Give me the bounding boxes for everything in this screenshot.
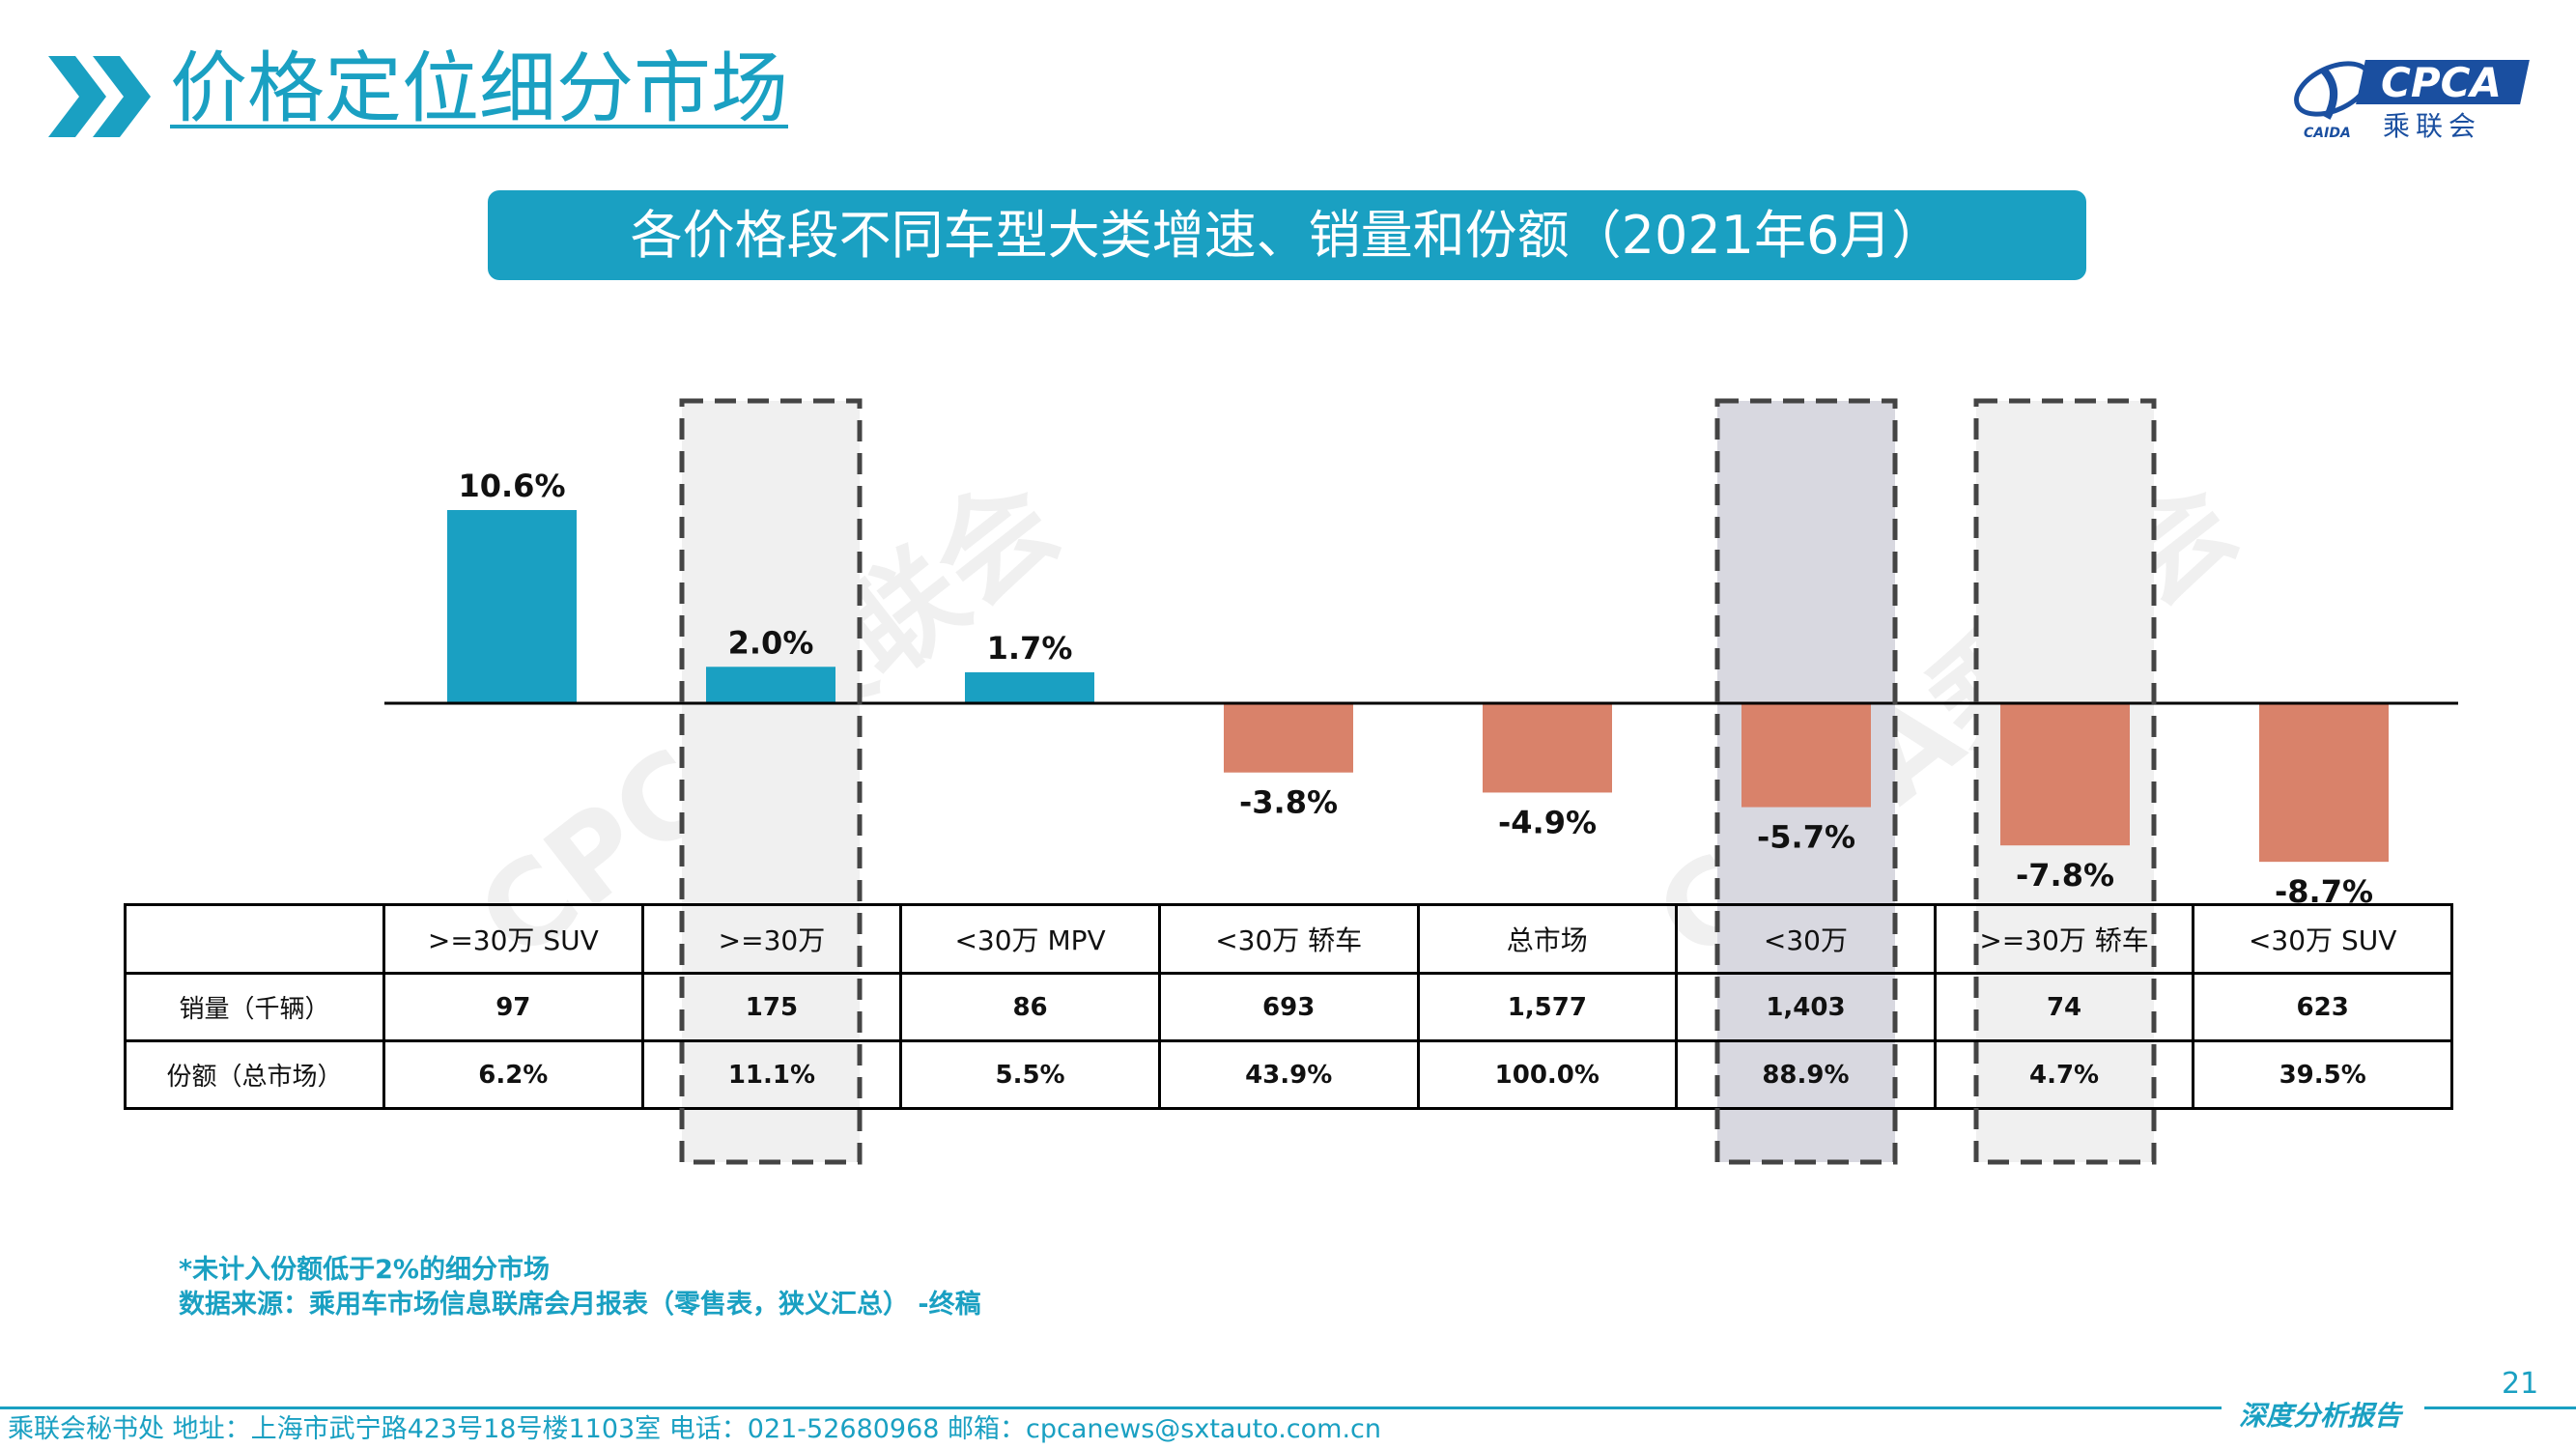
page-title: 价格定位细分市场 — [170, 43, 788, 133]
data-label: -4.9% — [1498, 804, 1597, 840]
tick-label: >=30万 — [640, 903, 903, 975]
cpca-logo: CAIDA CPCA 乘联会 — [2294, 59, 2530, 142]
sales-cell: 693 — [1157, 972, 1420, 1042]
data-label: -3.8% — [1239, 784, 1338, 821]
tick-label: 总市场 — [1416, 903, 1679, 975]
sales-share-table: >=30万 SUV >=30万 <30万 MPV <30万 轿车 总市场 <30万 >=30… — [124, 903, 2453, 1110]
svg-text:CAIDA: CAIDA — [2304, 126, 2351, 141]
bar — [1224, 703, 1353, 773]
table-corner-cell — [124, 903, 385, 975]
tick-label: <30万 轿车 — [1157, 903, 1420, 975]
footer-divider — [2424, 1406, 2576, 1409]
sales-cell: 74 — [1933, 972, 2195, 1042]
bar — [965, 671, 1094, 703]
svg-text:CPCA: CPCA — [2381, 59, 2502, 106]
row-label-sales: 销量（千辆） — [124, 972, 385, 1042]
share-cell: 43.9% — [1157, 1039, 1420, 1110]
header-chevron-icon — [48, 56, 151, 137]
report-tag: 深度分析报告 — [2239, 1400, 2402, 1432]
tick-label: <30万 — [1675, 903, 1937, 975]
table-row-sales: 销量（千辆） 97 175 86 693 1,577 1,403 74 623 — [124, 972, 2453, 1042]
share-cell: 5.5% — [899, 1039, 1161, 1110]
share-cell: 11.1% — [640, 1039, 903, 1110]
footer-contact: 乘联会秘书处 地址：上海市武宁路423号18号楼1103室 电话：021-526… — [8, 1414, 1382, 1444]
chart-title-banner: 各价格段不同车型大类增速、销量和份额（2021年6月） — [488, 190, 2086, 280]
share-cell: 6.2% — [382, 1039, 644, 1110]
table-header-row: >=30万 SUV >=30万 <30万 MPV <30万 轿车 总市场 <30万 >=30… — [124, 903, 2453, 975]
bar — [1741, 703, 1871, 808]
bar — [2259, 703, 2389, 863]
sales-cell: 97 — [382, 972, 644, 1042]
page-number: 21 — [2502, 1367, 2539, 1401]
bar — [1483, 703, 1612, 793]
sales-cell: 1,577 — [1416, 972, 1679, 1042]
footnote: *未计入份额低于2%的细分市场 数据来源：乘用车市场信息联席会月报表（零售表，狭… — [179, 1253, 981, 1322]
bar — [706, 667, 835, 703]
data-label: -7.8% — [2016, 857, 2114, 894]
share-cell: 4.7% — [1933, 1039, 2195, 1110]
data-label: -5.7% — [1757, 819, 1855, 856]
table-row-share: 份额（总市场） 6.2% 11.1% 5.5% 43.9% 100.0% 88.9% 4.7… — [124, 1039, 2453, 1110]
row-label-share: 份额（总市场） — [124, 1039, 385, 1110]
bar — [447, 510, 577, 703]
bar — [2000, 703, 2130, 846]
sales-cell: 623 — [2192, 972, 2453, 1042]
tick-label: <30万 SUV — [2192, 903, 2453, 975]
footnote-line-2: 数据来源：乘用车市场信息联席会月报表（零售表，狭义汇总） -终稿 — [179, 1290, 981, 1320]
footnote-line-1: *未计入份额低于2%的细分市场 — [179, 1255, 550, 1285]
tick-label: >=30万 轿车 — [1933, 903, 2195, 975]
share-cell: 39.5% — [2192, 1039, 2453, 1110]
data-label: 2.0% — [728, 624, 814, 661]
sales-cell: 175 — [640, 972, 903, 1042]
share-cell: 100.0% — [1416, 1039, 1679, 1110]
svg-text:乘联会: 乘联会 — [2383, 110, 2481, 142]
tick-label: >=30万 SUV — [382, 903, 644, 975]
footer-divider — [0, 1406, 2222, 1409]
tick-label: <30万 MPV — [899, 903, 1161, 975]
share-cell: 88.9% — [1675, 1039, 1937, 1110]
data-label: 1.7% — [987, 630, 1073, 667]
data-label: 10.6% — [458, 468, 565, 504]
sales-cell: 1,403 — [1675, 972, 1937, 1042]
sales-cell: 86 — [899, 972, 1161, 1042]
